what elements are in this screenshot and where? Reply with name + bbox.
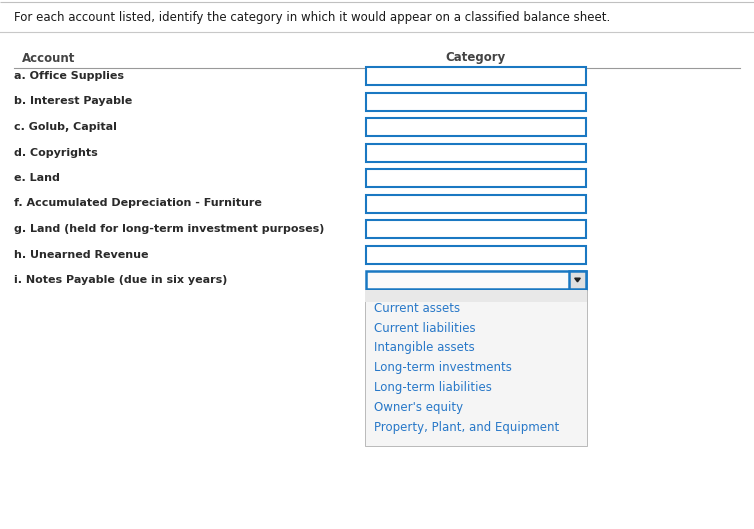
FancyBboxPatch shape [366,143,586,161]
Polygon shape [575,278,581,282]
FancyBboxPatch shape [365,290,587,446]
Text: g. Land (held for long-term investment purposes): g. Land (held for long-term investment p… [14,224,324,234]
Text: Current liabilities: Current liabilities [374,322,476,334]
FancyBboxPatch shape [366,93,586,111]
Text: Account: Account [22,51,75,65]
FancyBboxPatch shape [366,220,586,238]
FancyBboxPatch shape [366,271,586,289]
FancyBboxPatch shape [569,271,586,289]
Text: c. Golub, Capital: c. Golub, Capital [14,122,117,132]
Text: Category: Category [446,51,506,65]
Text: Current assets: Current assets [374,302,460,315]
FancyBboxPatch shape [366,67,586,85]
Text: e. Land: e. Land [14,173,60,183]
FancyBboxPatch shape [366,195,586,213]
Text: Owner's equity: Owner's equity [374,402,463,415]
FancyBboxPatch shape [365,290,587,302]
Text: Long-term liabilities: Long-term liabilities [374,381,492,395]
Text: h. Unearned Revenue: h. Unearned Revenue [14,250,149,260]
Text: d. Copyrights: d. Copyrights [14,148,98,158]
Text: a. Office Supplies: a. Office Supplies [14,71,124,81]
Text: Long-term investments: Long-term investments [374,361,512,375]
Text: Intangible assets: Intangible assets [374,342,475,354]
FancyBboxPatch shape [366,245,586,263]
FancyBboxPatch shape [366,169,586,187]
Text: f. Accumulated Depreciation - Furniture: f. Accumulated Depreciation - Furniture [14,198,262,208]
Text: i. Notes Payable (due in six years): i. Notes Payable (due in six years) [14,275,228,285]
Text: Property, Plant, and Equipment: Property, Plant, and Equipment [374,422,559,434]
Text: For each account listed, identify the category in which it would appear on a cla: For each account listed, identify the ca… [14,12,610,24]
FancyBboxPatch shape [366,118,586,136]
Text: b. Interest Payable: b. Interest Payable [14,96,132,106]
